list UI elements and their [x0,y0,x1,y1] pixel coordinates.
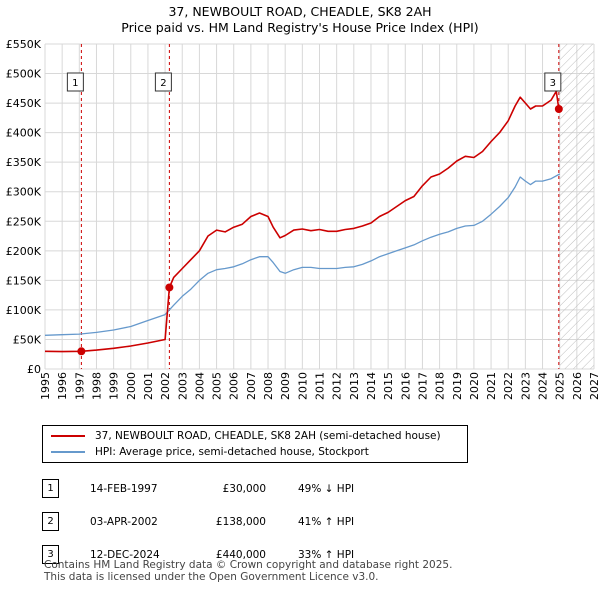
table-row: 2 03-APR-2002 £138,000 41% ↑ HPI [42,505,398,538]
x-tick-label: 2026 [571,372,584,400]
tx-date: 03-APR-2002 [90,515,158,528]
y-tick-label: £250K [6,215,42,228]
marker-labels: 1 2 3 [66,72,562,92]
x-tick-label: 2020 [468,372,481,400]
x-tick-label: 1996 [56,372,69,400]
marker-box [154,72,172,92]
x-tick-label: 2004 [193,372,206,400]
y-tick-label: £500K [6,68,42,81]
legend: 37, NEWBOULT ROAD, CHEADLE, SK8 2AH (sem… [42,425,468,463]
footer-copyright: Contains HM Land Registry data © Crown c… [44,559,453,571]
tx-number: 1 [42,479,59,498]
x-tick-label: 2003 [176,372,189,400]
future-region-hatch [559,44,594,369]
x-tick-label: 1999 [108,372,121,400]
tx-hpi: 33% ↑ HPI [298,548,355,561]
x-tick-label: 1998 [90,372,103,400]
x-tick-label: 2021 [485,372,498,400]
x-tick-label: 2024 [537,372,550,400]
transactions-table: 1 14-FEB-1997 £30,000 49% ↓ HPI 2 03-APR… [42,472,398,571]
hpi-line [44,173,561,336]
tx-date: 14-FEB-1997 [90,482,158,495]
y-tick-label: £300K [6,186,42,199]
x-tick-label: 2019 [451,372,464,400]
sale-points [77,105,563,356]
marker-box [544,72,562,92]
tx-price: £30,000 [222,482,266,495]
tx-number-cell: 2 [42,505,90,538]
y-tick-label: £350K [6,156,42,169]
tx-hpi: 49% ↓ HPI [298,482,355,495]
x-tick-label: 2005 [211,372,224,400]
series [44,90,561,353]
y-tick-label: £150K [6,274,42,287]
marker-lines [80,44,560,369]
tx-date: 12-DEC-2024 [90,548,160,561]
table-row: 3 12-DEC-2024 £440,000 33% ↑ HPI [42,538,398,571]
footer: Contains HM Land Registry data © Crown c… [44,559,453,583]
y-tick-label: £450K [6,97,42,110]
legend-item-property: 37, NEWBOULT ROAD, CHEADLE, SK8 2AH (sem… [51,428,441,444]
tx-number-cell: 3 [42,538,90,571]
footer-licence: This data is licensed under the Open Gov… [44,570,379,583]
x-tick-label: 2007 [245,372,258,400]
x-tick-label: 2001 [142,372,155,400]
y-tick-label: £0 [27,363,41,376]
x-tick-label: 2014 [365,372,378,400]
x-tick-label: 2000 [125,372,138,400]
legend-swatch-property [51,435,85,437]
marker-box [66,72,84,92]
y-tick-label: £50K [13,333,42,346]
y-tick-label: £400K [6,127,42,140]
legend-label-hpi: HPI: Average price, semi-detached house,… [95,446,369,458]
x-tick-label: 2016 [399,372,412,400]
x-tick-label: 2012 [331,372,344,400]
tx-number: 2 [42,512,59,531]
x-tick-label: 2011 [314,372,327,400]
price-chart: £0 £50K £100K £150K £200K £250K £300K £350K £400… [6,38,600,400]
sale-point [165,283,174,292]
x-tick-label: 2010 [296,372,309,400]
tx-number-cell: 1 [42,472,90,505]
x-tick-label: 1997 [73,372,86,400]
x-tick-label: 2023 [519,372,532,400]
legend-label-property: 37, NEWBOULT ROAD, CHEADLE, SK8 2AH (sem… [95,430,441,442]
marker-label: 1 [72,78,78,89]
tx-number: 3 [42,545,59,564]
y-tick-label: £550K [6,38,42,51]
marker-label: 2 [160,78,166,89]
property-price-line [44,90,560,353]
legend-item-hpi: HPI: Average price, semi-detached house,… [51,444,369,460]
marker-label: 3 [550,78,556,89]
x-tick-label: 2002 [159,372,172,400]
grid [44,43,595,370]
table-row: 1 14-FEB-1997 £30,000 49% ↓ HPI [42,472,398,505]
y-tick-label: £200K [6,245,42,258]
tx-hpi: 41% ↑ HPI [298,515,355,528]
x-tick-label: 2009 [279,372,292,400]
x-tick-label: 2006 [228,372,241,400]
x-tick-label: 2017 [416,372,429,400]
x-axis: 1995 1996 1997 1998 1999 2000 2001 2002 2003 2004… [39,372,600,400]
x-tick-label: 2008 [262,372,275,400]
x-tick-label: 2013 [348,372,361,400]
x-tick-label: 2018 [434,372,447,400]
sale-point [77,347,86,356]
y-axis: £0 £50K £100K £150K £200K £250K £300K £350K £400… [6,38,42,376]
chart-title: 37, NEWBOULT ROAD, CHEADLE, SK8 2AH [168,4,432,19]
future-region [559,44,594,369]
tx-price: £138,000 [215,515,266,528]
x-tick-label: 2015 [382,372,395,400]
chart-title-block: 37, NEWBOULT ROAD, CHEADLE, SK8 2AH Pric… [0,4,600,36]
chart-subtitle: Price paid vs. HM Land Registry's House … [121,20,479,35]
x-tick-label: 2022 [502,372,515,400]
x-tick-label: 2025 [554,372,567,400]
tx-price: £440,000 [215,548,266,561]
x-tick-label: 1995 [39,372,52,400]
y-tick-label: £100K [6,304,42,317]
legend-swatch-hpi [51,451,85,453]
sale-point [554,105,563,113]
x-tick-label: 2027 [588,372,600,400]
